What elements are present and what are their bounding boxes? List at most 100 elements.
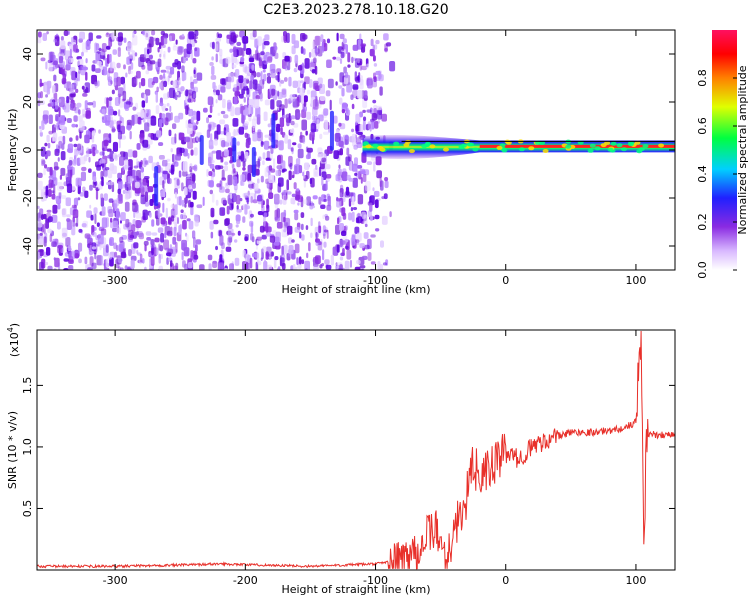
noise-cell: [75, 177, 82, 187]
noise-cell: [371, 113, 377, 121]
noise-cell: [248, 104, 251, 115]
noise-cell: [107, 168, 113, 179]
noise-cell: [49, 234, 53, 242]
noise-cell: [343, 66, 347, 74]
noise-cell: [300, 131, 303, 140]
signal-streak: [154, 166, 159, 206]
noise-cell: [187, 123, 193, 135]
noise-cell: [176, 91, 179, 96]
noise-cell: [181, 65, 185, 73]
noise-cell: [67, 143, 73, 154]
noise-cell: [325, 90, 331, 97]
noise-cell: [117, 124, 121, 133]
noise-cell: [250, 213, 254, 218]
noise-cell: [155, 105, 160, 114]
noise-cell: [194, 40, 198, 44]
noise-cell: [91, 64, 96, 72]
noise-cell: [180, 86, 185, 92]
noise-cell: [181, 182, 184, 192]
noise-cell: [63, 30, 69, 36]
noise-cell: [312, 195, 318, 200]
noise-cell: [383, 33, 389, 41]
noise-cell: [52, 182, 55, 188]
noise-cell: [284, 98, 288, 109]
noise-cell: [113, 199, 118, 209]
noise-cell: [111, 61, 116, 69]
signal-blob: [458, 144, 465, 149]
noise-cell: [118, 244, 124, 252]
noise-cell: [274, 216, 280, 222]
noise-cell: [375, 156, 382, 166]
noise-cell: [150, 239, 155, 246]
noise-cell: [342, 267, 345, 270]
noise-cell: [304, 76, 310, 85]
noise-cell: [327, 195, 331, 207]
noise-cell: [178, 170, 182, 178]
noise-cell: [350, 94, 354, 100]
noise-cell: [64, 50, 71, 61]
noise-cell: [318, 225, 322, 234]
noise-cell: [215, 89, 220, 96]
noise-cell: [84, 82, 90, 93]
noise-cell: [174, 204, 178, 216]
noise-cell: [63, 258, 69, 262]
noise-cell: [73, 115, 78, 122]
noise-cell: [117, 130, 122, 140]
noise-cell: [263, 54, 268, 65]
noise-cell: [104, 170, 108, 178]
noise-cell: [126, 56, 131, 65]
noise-cell: [367, 79, 371, 87]
noise-cell: [211, 97, 214, 108]
noise-cell: [159, 74, 163, 80]
noise-cell: [106, 148, 112, 152]
noise-cell: [60, 36, 64, 41]
noise-cell: [40, 146, 46, 157]
signal-blob: [658, 143, 665, 148]
noise-cell: [373, 190, 380, 197]
noise-cell: [189, 166, 192, 173]
noise-cell: [351, 196, 355, 206]
noise-cell: [265, 251, 269, 260]
noise-cell: [162, 202, 165, 213]
noise-cell: [41, 214, 44, 220]
noise-cell: [297, 148, 304, 159]
noise-cell: [100, 193, 104, 200]
noise-cell: [366, 161, 373, 165]
noise-cell: [320, 204, 326, 209]
noise-cell: [74, 253, 80, 259]
noise-cell: [182, 220, 187, 230]
noise-cell: [84, 134, 90, 144]
noise-cell: [336, 244, 340, 253]
noise-cell: [43, 223, 46, 235]
noise-cell: [54, 257, 60, 268]
noise-cell: [162, 44, 166, 48]
noise-cell: [296, 96, 300, 107]
noise-cell: [78, 68, 81, 74]
noise-cell: [252, 30, 257, 38]
noise-cell: [208, 171, 213, 177]
noise-cell: [105, 120, 110, 126]
noise-cell: [131, 224, 136, 232]
noise-cell: [131, 114, 135, 126]
noise-cell: [185, 234, 189, 242]
noise-cell: [230, 193, 233, 199]
noise-cell: [309, 178, 312, 185]
noise-cell: [214, 43, 219, 52]
noise-cell: [244, 66, 250, 74]
noise-cell: [263, 41, 270, 46]
noise-cell: [148, 78, 154, 88]
noise-cell: [124, 159, 129, 171]
noise-cell: [60, 167, 66, 176]
noise-cell: [210, 231, 214, 239]
noise-cell: [373, 161, 376, 172]
noise-cell: [339, 264, 343, 270]
noise-cell: [310, 90, 317, 99]
noise-cell: [219, 48, 223, 57]
noise-cell: [66, 96, 70, 104]
noise-cell: [318, 196, 322, 205]
noise-cell: [151, 81, 155, 86]
noise-cell: [274, 52, 279, 59]
noise-cell: [75, 222, 78, 227]
noise-cell: [144, 89, 151, 96]
noise-cell: [133, 165, 139, 169]
